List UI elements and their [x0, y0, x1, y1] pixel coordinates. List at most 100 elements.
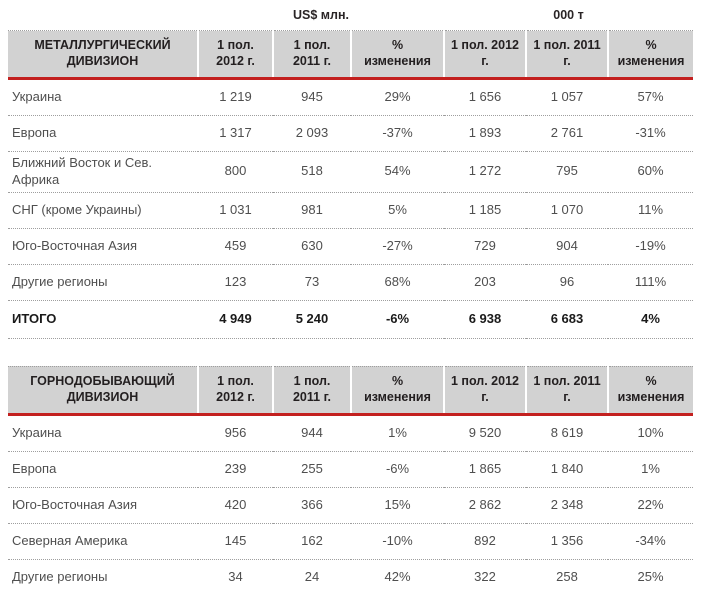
value-cell: 54% — [351, 151, 444, 193]
value-cell: 956 — [198, 414, 273, 452]
region-label-cell: Европа — [8, 451, 198, 488]
table-row: Европа 1 317 2 093 -37% 1 893 2 761 -31% — [8, 115, 693, 152]
value-cell: 892 — [444, 523, 526, 560]
value-cell: 5% — [351, 192, 444, 229]
value-cell: 10% — [608, 414, 693, 452]
value-cell: -6% — [351, 300, 444, 339]
value-cell: -37% — [351, 115, 444, 152]
value-cell: 981 — [273, 192, 351, 229]
value-cell: 111% — [608, 264, 693, 301]
value-cell: 8 619 — [526, 414, 608, 452]
value-cell: -6% — [351, 451, 444, 488]
value-cell: 945 — [273, 78, 351, 116]
value-cell: 203 — [444, 264, 526, 301]
value-cell: 1 356 — [526, 523, 608, 560]
value-cell: 1% — [608, 451, 693, 488]
column-header: 1 пол. 2011 г. — [526, 30, 609, 80]
table-row: Северная Америка 145 162 -10% 892 1 356 -34% — [8, 523, 693, 560]
column-header: % изменения — [608, 365, 693, 416]
value-cell: 459 — [198, 228, 273, 265]
value-cell: 420 — [198, 487, 273, 524]
value-cell: 322 — [444, 559, 526, 594]
value-cell: -10% — [351, 523, 444, 560]
value-cell: 1 656 — [444, 78, 526, 116]
value-cell: -27% — [351, 228, 444, 265]
value-cell: 255 — [273, 451, 351, 488]
table-row: Украина 956 944 1% 9 520 8 619 10% — [8, 414, 693, 452]
value-cell: 11% — [608, 192, 693, 229]
value-cell: 4 949 — [198, 300, 273, 339]
value-cell: -34% — [608, 523, 693, 560]
value-cell: 904 — [526, 228, 608, 265]
value-cell: 145 — [198, 523, 273, 560]
value-cell: 22% — [608, 487, 693, 524]
value-cell: 1 031 — [198, 192, 273, 229]
column-header: 1 пол. 2012 г. — [198, 30, 274, 80]
value-cell: 42% — [351, 559, 444, 594]
value-cell: 366 — [273, 487, 351, 524]
value-cell: 9 520 — [444, 414, 526, 452]
table-row: Юго-Восточная Азия 420 366 15% 2 862 2 348 22% — [8, 487, 693, 524]
region-label-cell: Юго-Восточная Азия — [8, 228, 198, 265]
table-row: Другие регионы 34 24 42% 322 258 25% — [8, 559, 693, 594]
region-label-cell: Другие регионы — [8, 264, 198, 301]
value-cell: 239 — [198, 451, 273, 488]
column-header: 1 пол. 2012 г. — [444, 365, 527, 416]
value-cell: 1 070 — [526, 192, 608, 229]
value-cell: 2 862 — [444, 487, 526, 524]
value-cell: 15% — [351, 487, 444, 524]
value-cell: 123 — [198, 264, 273, 301]
region-label-cell: СНГ (кроме Украины) — [8, 192, 198, 229]
table-row: Ближний Восток и Сев. Африка 800 518 54% 1 2… — [8, 151, 693, 193]
value-cell: 5 240 — [273, 300, 351, 339]
value-cell: 518 — [273, 151, 351, 193]
value-cell: 1 840 — [526, 451, 608, 488]
value-cell: 630 — [273, 228, 351, 265]
value-cell: 2 093 — [273, 115, 351, 152]
table-title: МЕТАЛЛУРГИЧЕСКИЙ ДИВИЗИОН — [8, 30, 199, 80]
column-header: % изменения — [351, 365, 445, 416]
unit-header-row: US$ млн. 000 т — [8, 8, 693, 30]
value-cell: 4% — [608, 300, 693, 339]
value-cell: 1 185 — [444, 192, 526, 229]
value-cell: 1 272 — [444, 151, 526, 193]
value-cell: 34 — [198, 559, 273, 594]
table-row: СНГ (кроме Украины) 1 031 981 5% 1 185 1 070 1… — [8, 192, 693, 229]
usd-group-header: US$ млн. — [293, 8, 349, 22]
value-cell: 1 865 — [444, 451, 526, 488]
value-cell: -19% — [608, 228, 693, 265]
value-cell: 73 — [273, 264, 351, 301]
value-cell: 795 — [526, 151, 608, 193]
value-cell: 25% — [608, 559, 693, 594]
column-header: 1 пол. 2011 г. — [273, 30, 352, 80]
region-label-cell: Юго-Восточная Азия — [8, 487, 198, 524]
table-row: Юго-Восточная Азия 459 630 -27% 729 904 -19% — [8, 228, 693, 265]
table-title: ГОРНОДОБЫВАЮЩИЙ ДИВИЗИОН — [8, 365, 199, 416]
value-cell: 2 761 — [526, 115, 608, 152]
value-cell: 29% — [351, 78, 444, 116]
header-row: МЕТАЛЛУРГИЧЕСКИЙ ДИВИЗИОН 1 пол. 2012 г. 1… — [8, 30, 693, 80]
value-cell: 96 — [526, 264, 608, 301]
metallurgical-division-table: МЕТАЛЛУРГИЧЕСКИЙ ДИВИЗИОН 1 пол. 2012 г. 1… — [8, 30, 693, 339]
value-cell: 729 — [444, 228, 526, 265]
value-cell: 2 348 — [526, 487, 608, 524]
column-header: 1 пол. 2012 г. — [444, 30, 527, 80]
table-row: Европа 239 255 -6% 1 865 1 840 1% — [8, 451, 693, 488]
value-cell: 68% — [351, 264, 444, 301]
header-row: ГОРНОДОБЫВАЮЩИЙ ДИВИЗИОН 1 пол. 2012 г. 1 … — [8, 365, 693, 416]
value-cell: 60% — [608, 151, 693, 193]
total-row: ИТОГО 4 949 5 240 -6% 6 938 6 683 4% — [8, 300, 693, 339]
value-cell: 1 057 — [526, 78, 608, 116]
value-cell: 6 938 — [444, 300, 526, 339]
value-cell: 162 — [273, 523, 351, 560]
value-cell: 57% — [608, 78, 693, 116]
table-row: Украина 1 219 945 29% 1 656 1 057 57% — [8, 78, 693, 116]
table-row: Другие регионы 123 73 68% 203 96 111% — [8, 264, 693, 301]
column-header: 1 пол. 2011 г. — [273, 365, 352, 416]
value-cell: -31% — [608, 115, 693, 152]
value-cell: 1 893 — [444, 115, 526, 152]
region-label-cell: Европа — [8, 115, 198, 152]
value-cell: 1% — [351, 414, 444, 452]
column-header: 1 пол. 2011 г. — [526, 365, 609, 416]
value-cell: 24 — [273, 559, 351, 594]
